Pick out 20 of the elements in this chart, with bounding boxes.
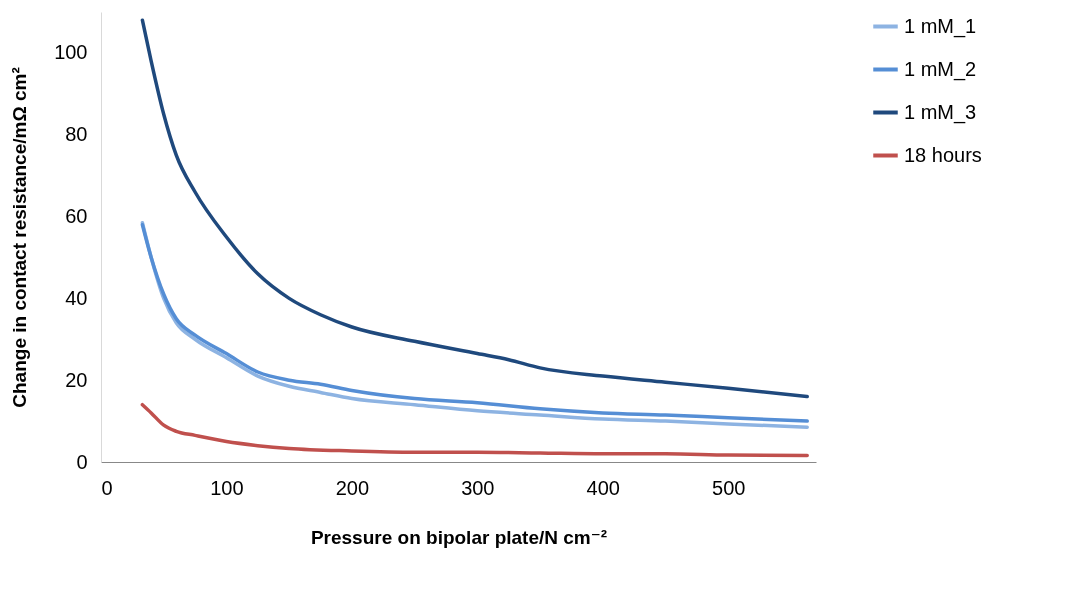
y-tick-label: 40 — [65, 286, 88, 309]
y-tick-label: 60 — [65, 205, 88, 228]
x-tick-label: 200 — [335, 476, 370, 499]
legend-label: 18 hours — [904, 143, 982, 166]
y-axis-title: Change in contact resistance/mΩ cm² — [9, 67, 31, 408]
y-tick-label: 20 — [65, 368, 88, 391]
x-tick-label: 500 — [712, 476, 746, 499]
legend-label: 1 mM_3 — [904, 100, 977, 124]
x-tick-label: 400 — [586, 476, 620, 499]
line-series — [140, 18, 809, 399]
legend-label: 1 mM_2 — [904, 57, 977, 81]
x-axis-title: Pressure on bipolar plate/N cm⁻² — [310, 526, 608, 548]
x-tick-label: 100 — [210, 476, 244, 499]
x-tick-label: 0 — [101, 476, 113, 499]
y-tick-label: 0 — [76, 450, 88, 473]
line-series — [140, 402, 809, 458]
x-tick-label: 300 — [461, 476, 495, 499]
legend-label: 1 mM_1 — [904, 14, 977, 38]
y-tick-label: 100 — [54, 41, 88, 64]
y-tick-label: 80 — [65, 123, 88, 146]
